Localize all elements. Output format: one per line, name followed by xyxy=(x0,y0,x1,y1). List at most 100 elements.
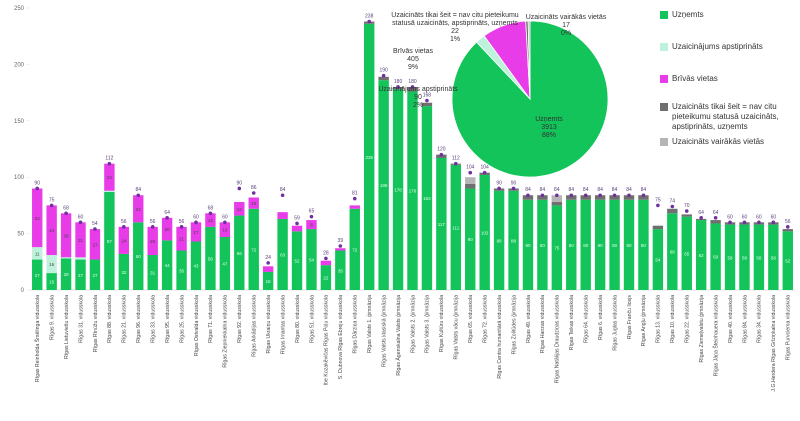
x-tick-label: Rīgas Valsts vācu ģimnāzija xyxy=(453,295,460,360)
bar-value-label: 52 xyxy=(785,259,791,264)
capacity-dot xyxy=(482,170,487,175)
bar-segment xyxy=(551,202,563,206)
capacity-dot xyxy=(641,193,646,198)
x-tick-label: Rīgas 21. vidusskola xyxy=(122,295,128,343)
bar-value-label: 10 xyxy=(251,201,257,206)
bar-value-label: 236 xyxy=(365,155,373,160)
legend-swatch xyxy=(660,75,668,83)
bar-value-label: 31 xyxy=(150,271,156,276)
bar-value-label: 15 xyxy=(49,280,55,285)
bar-segment xyxy=(638,199,649,290)
bar-segment xyxy=(580,195,591,200)
capacity-label: 90 xyxy=(511,180,517,186)
bar-segment xyxy=(320,265,332,290)
bar-segment xyxy=(46,205,57,256)
capacity-label: 84 xyxy=(568,187,574,193)
bar-value-label: 13 xyxy=(222,228,228,233)
bar-value-label: 52 xyxy=(295,259,301,264)
legend-item: Brīvās vietas xyxy=(660,74,800,84)
capacity-dot xyxy=(785,225,790,229)
bar-segment xyxy=(436,158,447,290)
legend-label: Brīvās vietas xyxy=(672,74,718,83)
capacity-dot xyxy=(251,191,256,195)
bar-value-label: 59 xyxy=(713,255,719,260)
bar-value-label: 58 xyxy=(771,255,777,260)
x-tick-label: Rīgas Jāņa Šteinhauera vidusskola xyxy=(712,295,719,376)
bar-segment xyxy=(465,183,476,189)
bar-segment xyxy=(320,260,332,266)
bar-value-label: 56 xyxy=(208,256,214,261)
capacity-label: 64 xyxy=(698,210,704,216)
capacity-label: 120 xyxy=(437,147,446,153)
capacity-label: 24 xyxy=(265,255,271,261)
bar-segment xyxy=(75,257,86,260)
bar-segment xyxy=(566,199,577,290)
bar-segment xyxy=(710,220,721,224)
bar-segment xyxy=(551,205,563,290)
capacity-dot xyxy=(266,261,270,265)
bar-segment xyxy=(219,236,231,290)
bar-value-label: 12 xyxy=(208,218,214,223)
pie-label-values: 3913 xyxy=(541,124,557,131)
bar-value-label: 20 xyxy=(165,227,171,232)
bar-segment xyxy=(89,259,101,290)
bar-segment xyxy=(118,253,130,290)
x-tick-label: Rīgas 88. vidusskola xyxy=(107,295,113,343)
bar-segment xyxy=(75,259,86,290)
capacity-label: 81 xyxy=(352,191,358,197)
capacity-label: 54 xyxy=(92,221,98,227)
bar-value-label: 54 xyxy=(309,258,315,263)
x-tick-label: Rīgas Zolitūdes ģimnāzija xyxy=(510,295,517,355)
capacity-label: 60 xyxy=(727,214,733,220)
bar-segment xyxy=(508,190,519,290)
capacity-label: 90 xyxy=(237,180,243,186)
pie-label: Uzaicinājums apstiprināts 90 2% xyxy=(373,86,463,110)
bar-value-label: 25 xyxy=(150,239,156,244)
capacity-label: 64 xyxy=(713,210,719,216)
bar-value-label: 31 xyxy=(78,238,84,243)
bar-segment xyxy=(710,223,721,290)
bar-value-label: 60 xyxy=(136,254,142,259)
bar-value-label: 80 xyxy=(569,243,575,248)
bar-segment xyxy=(522,199,534,290)
bar-segment xyxy=(609,195,620,200)
capacity-label: 28 xyxy=(323,250,329,256)
capacity-dot xyxy=(194,220,198,225)
bar-segment xyxy=(32,247,43,260)
legend-swatch xyxy=(660,103,668,111)
bar-value-label: 24 xyxy=(121,238,127,243)
pie-label: Brīvās vietas 405 9% xyxy=(368,48,458,72)
bar-value-label: 88 xyxy=(511,238,517,243)
x-tick-label: J.G.Herdera Rīgas Grīziņkalna vidusskola xyxy=(771,295,777,392)
bar-value-label: 102 xyxy=(481,230,489,235)
capacity-label: 84 xyxy=(540,187,546,193)
bar-value-label: 80 xyxy=(641,243,647,248)
x-tick-label: Rīgas Lietuviešu vidusskola xyxy=(64,295,70,359)
capacity-label: 65 xyxy=(309,209,315,215)
legend-swatch xyxy=(660,11,668,19)
bar-value-label: 58 xyxy=(728,255,734,260)
capacity-label: 70 xyxy=(684,203,690,209)
capacity-dot xyxy=(742,220,747,225)
capacity-label: 60 xyxy=(193,214,199,220)
bar-segment xyxy=(32,188,43,248)
bar-segment xyxy=(537,195,548,200)
capacity-dot xyxy=(309,214,314,219)
capacity-label: 74 xyxy=(670,199,676,205)
bar-value-label: 24 xyxy=(136,207,142,212)
bar-value-label: 63 xyxy=(280,252,286,257)
capacity-dot xyxy=(598,193,602,198)
capacity-dot xyxy=(627,193,631,198)
capacity-dot xyxy=(555,193,559,198)
x-tick-label: Rīgas Valsts 1. ģimnāzija xyxy=(366,295,373,353)
x-tick-label: Rīgas Ostvalda vidusskola xyxy=(194,295,200,356)
bar-segment xyxy=(667,213,678,290)
bar-segment xyxy=(219,222,231,237)
x-tick-label: Rīgas 92. vidusskola xyxy=(237,295,243,343)
x-tick-label: S. Dubnova Rīgas Ebreju vidusskola xyxy=(338,295,344,379)
x-tick-label: Rīgas Kultūru vidusskola xyxy=(439,295,445,352)
bar-segment xyxy=(681,214,692,217)
pie-label-labels: Uzaicināts vairākās vietās xyxy=(525,14,607,21)
x-tick-label: Rīgas Teikas vidusskola xyxy=(569,295,575,350)
